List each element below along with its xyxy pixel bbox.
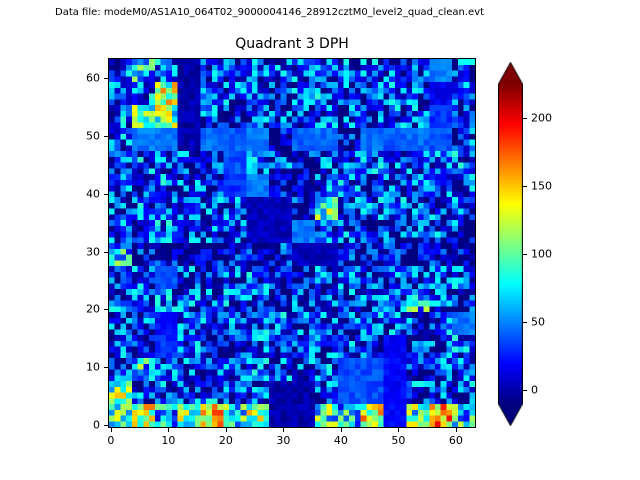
x-tick-label: 50	[391, 434, 406, 447]
y-tick-mark	[104, 136, 108, 138]
x-tick-label: 30	[276, 434, 291, 447]
x-tick-label: 60	[448, 434, 463, 447]
x-tick-label: 40	[333, 434, 348, 447]
x-tick-mark	[168, 428, 170, 432]
plot-title: Quadrant 3 DPH	[235, 36, 349, 52]
x-tick-mark	[225, 428, 227, 432]
y-tick-label: 20	[86, 302, 100, 316]
colorbar-tick-label: 200	[531, 111, 552, 125]
x-tick-label: 10	[161, 434, 176, 447]
colorbar-tick-label: 0	[531, 383, 538, 397]
colorbar-tick-label: 150	[531, 179, 552, 193]
y-tick-mark	[104, 78, 108, 80]
data-file-label: Data file: modeM0/AS1A10_064T02_90000041…	[55, 7, 485, 18]
colorbar-tick-label: 50	[531, 315, 545, 329]
plot-axes	[108, 58, 476, 428]
x-tick-mark	[283, 428, 285, 432]
heatmap-image	[109, 59, 475, 427]
colorbar-tick-mark	[523, 322, 527, 324]
x-tick-mark	[110, 428, 112, 432]
y-tick-mark	[104, 251, 108, 253]
y-tick-label: 30	[86, 245, 100, 259]
x-tick-mark	[340, 428, 342, 432]
x-tick-mark	[455, 428, 457, 432]
colorbar-tick-mark	[523, 118, 527, 120]
y-tick-mark	[104, 425, 108, 427]
y-tick-label: 40	[86, 187, 100, 201]
y-tick-label: 0	[93, 418, 100, 432]
colorbar-tick-label: 100	[531, 247, 552, 261]
x-tick-mark	[398, 428, 400, 432]
y-tick-mark	[104, 309, 108, 311]
y-tick-label: 60	[86, 71, 100, 85]
y-tick-mark	[104, 367, 108, 369]
x-tick-label: 20	[218, 434, 233, 447]
colorbar	[498, 62, 523, 426]
y-tick-label: 10	[86, 360, 100, 374]
y-tick-label: 50	[86, 129, 100, 143]
colorbar-tick-mark	[523, 186, 527, 188]
y-tick-mark	[104, 193, 108, 195]
x-tick-label: 0	[107, 434, 115, 447]
colorbar-tick-mark	[523, 390, 527, 392]
colorbar-tick-mark	[523, 254, 527, 256]
